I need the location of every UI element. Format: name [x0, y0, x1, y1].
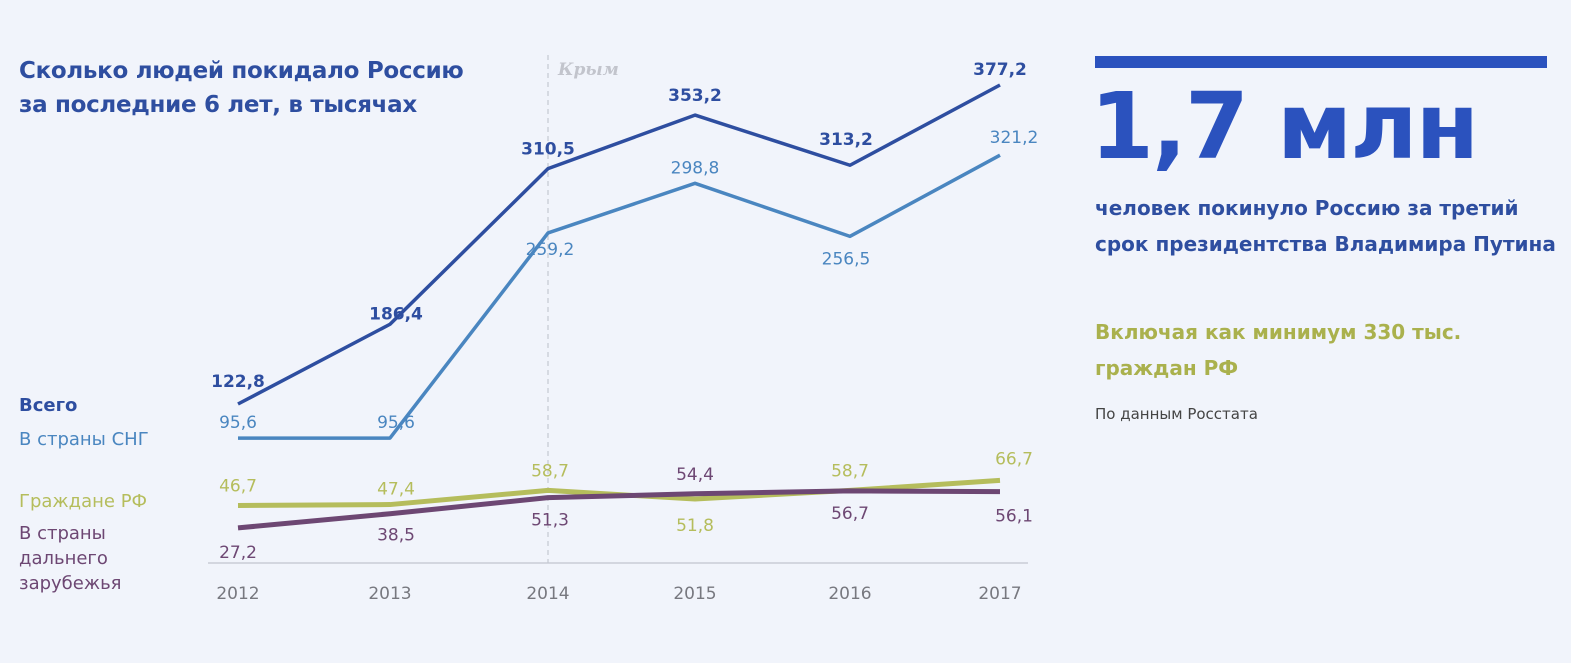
series-line-total	[237, 83, 1001, 406]
data-label-citizens: 46,7	[219, 476, 257, 496]
data-label-cis: 95,6	[219, 413, 257, 433]
data-label-far-abroad: 27,2	[219, 543, 257, 563]
data-label-total: 353,2	[668, 86, 722, 106]
series-line-cis	[238, 153, 1001, 440]
data-label-cis: 259,2	[526, 240, 575, 260]
accent-bar	[1095, 56, 1547, 68]
x-tick-label: 2012	[216, 584, 259, 604]
line-chart: Крым 2012 2013 2014 2015 2016 2017 122,8 186,4 3…	[208, 55, 1039, 604]
data-label-citizens: 58,7	[831, 461, 869, 481]
legend-citizens: Граждане РФ	[19, 491, 148, 512]
data-label-cis: 256,5	[822, 249, 871, 269]
crimea-annotation: Крым	[557, 60, 619, 80]
data-label-far-abroad: 56,7	[831, 504, 869, 524]
legend-far-abroad: В страны дальнего зарубежья	[19, 523, 122, 594]
source-note: По данным Росстата	[1095, 405, 1258, 423]
data-label-total: 377,2	[973, 60, 1027, 80]
data-label-citizens: 58,7	[531, 461, 569, 481]
data-label-citizens: 47,4	[377, 480, 415, 500]
including-note: Включая как минимум 330 тыс. граждан РФ	[1095, 320, 1462, 380]
description: человек покинуло Россию за третий срок п…	[1095, 196, 1556, 256]
x-tick-label: 2017	[978, 584, 1021, 604]
x-tick-label: 2016	[828, 584, 871, 604]
data-label-total: 313,2	[819, 130, 873, 150]
x-tick-label: 2014	[526, 584, 569, 604]
big-number: 1,7 млн	[1090, 73, 1479, 180]
data-label-far-abroad: 56,1	[995, 507, 1033, 527]
data-label-cis: 298,8	[671, 158, 720, 178]
series-line-far-abroad	[237, 488, 1001, 531]
data-label-citizens: 66,7	[995, 449, 1033, 469]
data-label-citizens: 51,8	[676, 516, 714, 536]
data-label-total: 310,5	[521, 140, 575, 160]
x-tick-label: 2013	[368, 584, 411, 604]
data-label-far-abroad: 54,4	[676, 465, 714, 485]
data-label-cis: 95,6	[377, 413, 415, 433]
data-label-far-abroad: 51,3	[531, 511, 569, 531]
data-label-cis: 321,2	[990, 128, 1039, 148]
data-label-total: 186,4	[369, 304, 423, 324]
data-label-total: 122,8	[211, 372, 265, 392]
x-tick-label: 2015	[673, 584, 716, 604]
chart-title: Сколько людей покидало Россию за последн…	[19, 58, 464, 118]
legend-cis: В страны СНГ	[19, 429, 149, 450]
data-label-far-abroad: 38,5	[377, 526, 415, 546]
legend-total: Всего	[19, 395, 78, 416]
